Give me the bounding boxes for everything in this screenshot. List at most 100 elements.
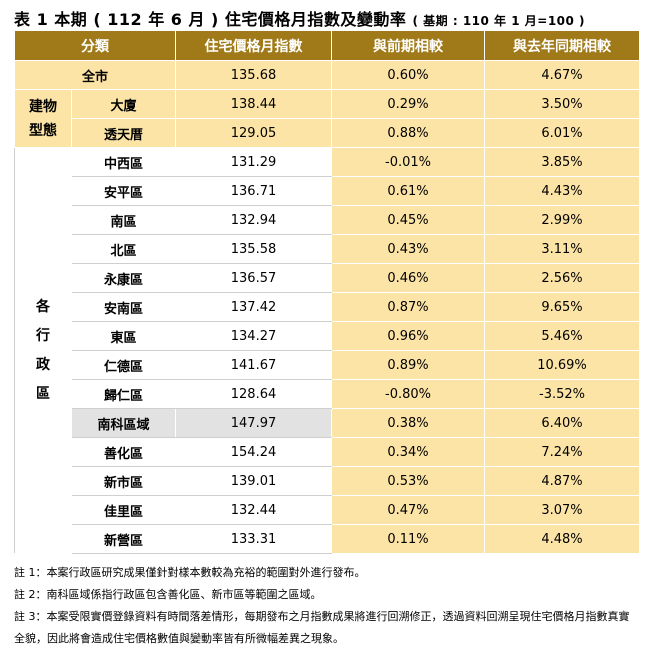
- row-label: 善化區: [71, 437, 176, 467]
- row-index: 136.57: [175, 263, 332, 293]
- footnote-2: 註 2：南科區域係指行政區包含善化區、新市區等範圍之區域。: [14, 588, 322, 601]
- table-row: 歸仁區 128.64 -0.80% -3.52%: [15, 379, 640, 409]
- row-label: 中西區: [71, 147, 176, 177]
- building-type-category: 建物 型態: [14, 89, 72, 148]
- header-yoy: 與去年同期相較: [484, 30, 640, 61]
- price-index-table: 分類 住宅價格月指數 與前期相較 與去年同期相較 全市 135.68 0.60%…: [14, 30, 640, 554]
- row-yoy: 5.46%: [484, 321, 640, 351]
- footnotes: 註 1：本案行政區研究成果僅針對樣本數較為充裕的範圍對外進行發布。 註 2：南科…: [14, 562, 639, 650]
- row-label: 東區: [71, 321, 176, 351]
- header-category: 分類: [14, 30, 176, 61]
- row-label: 南區: [71, 205, 176, 235]
- row-index: 131.29: [175, 147, 332, 177]
- row-index: 132.94: [175, 205, 332, 235]
- row-mom: 0.38%: [331, 408, 485, 438]
- row-index: 135.58: [175, 234, 332, 264]
- row-index: 133.31: [175, 524, 332, 554]
- row-label: 新營區: [71, 524, 176, 554]
- row-mom: 0.89%: [331, 350, 485, 380]
- row-mom: 0.34%: [331, 437, 485, 467]
- table-title: 表 1 本期 ( 112 年 6 月 ) 住宅價格月指數及變動率 ( 基期 : …: [14, 6, 585, 30]
- row-yoy: 2.56%: [484, 263, 640, 293]
- footnote-1: 註 1：本案行政區研究成果僅針對樣本數較為充裕的範圍對外進行發布。: [14, 566, 366, 579]
- table-row: 仁德區 141.67 0.89% 10.69%: [15, 350, 640, 380]
- row-label: 歸仁區: [71, 379, 176, 409]
- header-index: 住宅價格月指數: [175, 30, 332, 61]
- row-yoy: 3.85%: [484, 147, 640, 177]
- row-mom: 0.87%: [331, 292, 485, 322]
- row-mom: -0.80%: [331, 379, 485, 409]
- row-yoy: 2.99%: [484, 205, 640, 235]
- row-mom: 0.45%: [331, 205, 485, 235]
- row-yoy: 10.69%: [484, 350, 640, 380]
- table-row: 透天厝 129.05 0.88% 6.01%: [15, 118, 640, 148]
- row-index: 154.24: [175, 437, 332, 467]
- row-yoy: 3.07%: [484, 495, 640, 525]
- row-mom: 0.29%: [331, 89, 485, 119]
- table-row: 佳里區 132.44 0.47% 3.07%: [15, 495, 640, 525]
- row-yoy: 9.65%: [484, 292, 640, 322]
- row-label: 佳里區: [71, 495, 176, 525]
- row-yoy: 4.48%: [484, 524, 640, 554]
- overall-yoy: 4.67%: [484, 60, 640, 90]
- row-index: 138.44: [175, 89, 332, 119]
- row-index: 134.27: [175, 321, 332, 351]
- table-row: 安南區 137.42 0.87% 9.65%: [15, 292, 640, 322]
- table-row: 安平區 136.71 0.61% 4.43%: [15, 176, 640, 206]
- overall-row: 全市 135.68 0.60% 4.67%: [14, 60, 640, 90]
- row-label: 安南區: [71, 292, 176, 322]
- table-row: 新市區 139.01 0.53% 4.87%: [15, 466, 640, 496]
- row-mom: 0.96%: [331, 321, 485, 351]
- row-yoy: 7.24%: [484, 437, 640, 467]
- row-index: 137.42: [175, 292, 332, 322]
- row-index: 132.44: [175, 495, 332, 525]
- table-row: 建物 型態 大廈 138.44 0.29% 3.50%: [14, 89, 640, 148]
- table-row: 北區 135.58 0.43% 3.11%: [15, 234, 640, 264]
- row-mom: 0.88%: [331, 118, 485, 148]
- header-mom: 與前期相較: [331, 30, 485, 61]
- table-body: 全市 135.68 0.60% 4.67% 建物 型態 大廈 138.44 0.…: [14, 60, 640, 554]
- row-label: 仁德區: [71, 350, 176, 380]
- row-index: 129.05: [175, 118, 332, 148]
- row-mom: 0.11%: [331, 524, 485, 554]
- table-row: 南區 132.94 0.45% 2.99%: [15, 205, 640, 235]
- row-index: 128.64: [175, 379, 332, 409]
- row-index: 141.67: [175, 350, 332, 380]
- row-yoy: 6.40%: [484, 408, 640, 438]
- row-mom: 0.46%: [331, 263, 485, 293]
- row-mom: 0.53%: [331, 466, 485, 496]
- row-label: 永康區: [71, 263, 176, 293]
- table-row: 各 行 政 區中西區 131.29 -0.01% 3.85%: [14, 147, 640, 554]
- district-category: 各 行 政 區: [14, 147, 72, 554]
- table-row: 善化區 154.24 0.34% 7.24%: [15, 437, 640, 467]
- footnote-3: 註 3：本案受限實價登錄資料有時間落差情形，每期發布之月指數成果將進行回溯修正，…: [14, 610, 630, 645]
- row-label: 南科區域: [71, 408, 176, 438]
- row-label: 大廈: [71, 89, 176, 119]
- row-yoy: 4.87%: [484, 466, 640, 496]
- row-label: 透天厝: [71, 118, 176, 148]
- title-base-period: ( 基期 : 110 年 1 月=100 ): [412, 14, 586, 28]
- row-label: 安平區: [71, 176, 176, 206]
- row-yoy: -3.52%: [484, 379, 640, 409]
- row-yoy: 3.11%: [484, 234, 640, 264]
- row-mom: 0.61%: [331, 176, 485, 206]
- row-index: 147.97: [175, 408, 332, 438]
- row-index: 139.01: [175, 466, 332, 496]
- row-label: 北區: [71, 234, 176, 264]
- overall-index: 135.68: [175, 60, 332, 90]
- row-yoy: 6.01%: [484, 118, 640, 148]
- row-yoy: 3.50%: [484, 89, 640, 119]
- row-mom: -0.01%: [331, 147, 485, 177]
- title-main: 表 1 本期 ( 112 年 6 月 ) 住宅價格月指數及變動率: [14, 10, 407, 29]
- table-row: 新營區 133.31 0.11% 4.48%: [15, 524, 640, 554]
- overall-mom: 0.60%: [331, 60, 485, 90]
- row-index: 136.71: [175, 176, 332, 206]
- row-label: 新市區: [71, 466, 176, 496]
- row-mom: 0.43%: [331, 234, 485, 264]
- overall-label: 全市: [14, 60, 176, 90]
- row-mom: 0.47%: [331, 495, 485, 525]
- table-row: 永康區 136.57 0.46% 2.56%: [15, 263, 640, 293]
- header-row: 分類 住宅價格月指數 與前期相較 與去年同期相較: [14, 30, 640, 61]
- table-row: 南科區域 147.97 0.38% 6.40%: [15, 408, 640, 438]
- table-row: 東區 134.27 0.96% 5.46%: [15, 321, 640, 351]
